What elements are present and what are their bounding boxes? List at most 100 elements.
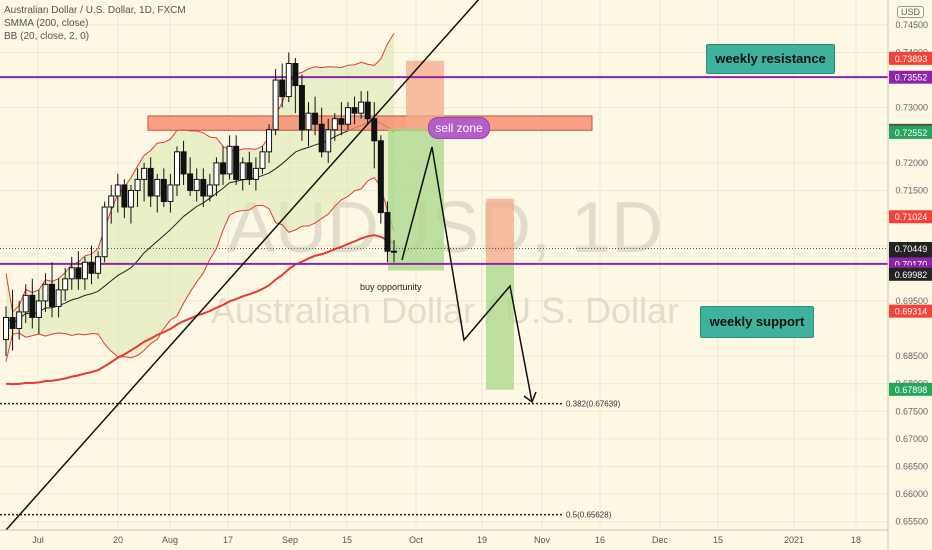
uptrend-line xyxy=(5,0,480,531)
y-tick-label: 0.66500 xyxy=(895,462,928,472)
candle-down xyxy=(220,162,227,175)
short-target-box xyxy=(486,263,514,390)
candle-up xyxy=(259,151,266,169)
candle-down xyxy=(298,85,305,131)
x-tick-label: 18 xyxy=(851,535,861,545)
price-tag-label: 0.71024 xyxy=(895,212,928,222)
symbol-title: Australian Dollar / U.S. Dollar, 1D, FXC… xyxy=(4,5,186,16)
candle-down xyxy=(49,283,56,307)
candle-up xyxy=(108,195,115,208)
time-axis-bg xyxy=(0,530,932,550)
x-tick-label: Jul xyxy=(32,535,44,545)
candle-up xyxy=(81,261,88,280)
price-tag-label: 0.73893 xyxy=(895,54,928,64)
candle-down xyxy=(200,178,207,197)
bollinger-lower xyxy=(5,176,395,362)
candle-down xyxy=(292,62,299,87)
y-tick-label: 0.68500 xyxy=(895,351,928,361)
candle-down xyxy=(377,140,384,214)
candle-down xyxy=(371,118,378,142)
price-tag-label: 0.73552 xyxy=(895,73,928,83)
candle-up xyxy=(95,256,102,274)
price-tag xyxy=(889,304,932,318)
candle-down xyxy=(160,178,167,203)
x-tick-label: Nov xyxy=(534,535,551,545)
candle-up xyxy=(114,184,121,197)
candle-up xyxy=(226,145,233,175)
weekly-support-callout[interactable]: weekly support xyxy=(700,306,814,338)
price-tag xyxy=(889,267,932,281)
candle-up xyxy=(173,151,180,186)
candle-up xyxy=(305,112,312,131)
candle-up xyxy=(272,79,279,131)
projection-path xyxy=(401,146,533,403)
candle-up xyxy=(213,162,220,186)
candle-down xyxy=(318,123,325,153)
chart-header: Australian Dollar / U.S. Dollar, 1D, FXC… xyxy=(4,4,186,43)
y-tick-label: 0.67000 xyxy=(895,434,928,444)
currency-button[interactable]: USD xyxy=(896,6,924,18)
candle-up xyxy=(206,184,213,197)
candle-up xyxy=(344,107,351,125)
candle-up xyxy=(285,62,292,98)
candle-up xyxy=(3,316,9,341)
y-tick-label: 0.65500 xyxy=(895,517,928,527)
candle-up xyxy=(239,162,246,180)
price-tag xyxy=(889,241,932,255)
candle-up xyxy=(331,118,338,131)
candle-up xyxy=(252,167,259,180)
candle-down xyxy=(75,267,82,280)
candle-up xyxy=(141,167,148,180)
y-tick-label: 0.69500 xyxy=(895,296,928,306)
smma-indicator-label[interactable]: SMMA (200, close) xyxy=(4,18,89,29)
bb-indicator-label[interactable]: BB (20, close, 2, 0) xyxy=(4,31,90,42)
candle-down xyxy=(384,212,391,252)
long-position-box xyxy=(388,128,444,271)
x-tick-label: 17 xyxy=(223,535,233,545)
candle-down xyxy=(147,167,154,197)
levels: 0.382(0.67639) 0.5(0.65628) xyxy=(0,76,888,520)
candle-down xyxy=(187,173,194,191)
x-tick-label: Dec xyxy=(652,535,669,545)
fib-0382-label: 0.382(0.67639) xyxy=(566,400,621,409)
drawings xyxy=(5,0,537,531)
sell-zone-callout[interactable]: sell zone xyxy=(428,117,490,139)
candle-up xyxy=(193,178,200,191)
candle-up xyxy=(16,311,23,329)
candle-down xyxy=(233,145,240,180)
x-tick-label: 16 xyxy=(595,535,605,545)
price-tag-label: 0.67898 xyxy=(895,385,928,395)
bollinger-fill xyxy=(6,33,394,362)
candle-up xyxy=(62,278,69,291)
x-tick-label: 2021 xyxy=(784,535,804,545)
candle-down xyxy=(279,79,286,98)
candle-up xyxy=(391,250,397,253)
price-tag xyxy=(889,51,932,65)
candle-up xyxy=(68,267,75,280)
y-tick-label: 0.71500 xyxy=(895,185,928,195)
weekly-resistance-callout[interactable]: weekly resistance xyxy=(706,44,835,74)
candle-down xyxy=(121,184,128,208)
watermark-name: Australian Dollar / U.S. Dollar xyxy=(211,290,679,331)
candle-up xyxy=(325,129,332,153)
y-tick-label: 0.72000 xyxy=(895,158,928,168)
y-axis: 0.745000.740000.730000.720000.715000.705… xyxy=(887,0,932,550)
price-tag xyxy=(889,70,932,84)
short-stop-box xyxy=(486,198,514,264)
candle-up xyxy=(101,206,108,258)
candle-down xyxy=(312,112,319,125)
smma-line xyxy=(5,234,395,386)
x-axis: Jul 20 Aug 17 Sep 15 Oct 19 Nov 16 Dec 15 2021 18 xyxy=(0,529,932,550)
y-tick-label: 0.66000 xyxy=(895,489,928,499)
candle-up xyxy=(42,283,49,302)
price-tag-label: 0.69314 xyxy=(895,307,928,317)
y-tick-label: 0.74500 xyxy=(895,20,928,30)
candle-down xyxy=(364,101,371,120)
x-tick-label: 19 xyxy=(477,535,487,545)
fib-05-label: 0.5(0.65628) xyxy=(566,511,612,520)
x-tick-label: Aug xyxy=(162,535,178,545)
x-tick-label: 15 xyxy=(713,535,723,545)
price-tag xyxy=(889,382,932,396)
